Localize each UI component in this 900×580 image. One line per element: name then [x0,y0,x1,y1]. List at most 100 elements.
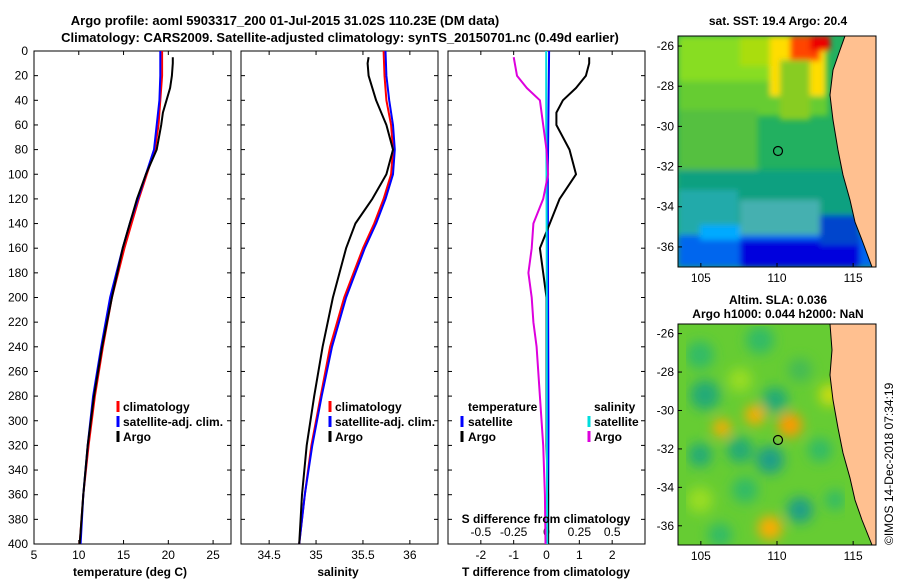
legend-label-sal-satellite: satellite [594,415,639,429]
depth-tick-label: 200 [8,291,28,305]
x-tick-label: 15 [117,548,131,562]
lat-tick-label: -34 [657,480,675,494]
x-tick-label: -2 [475,548,486,562]
legend-heading-temperature: temperature [468,400,538,414]
lat-tick-label: -30 [657,119,675,133]
lat-tick-label: -26 [657,39,675,53]
lat-tick-label: -34 [657,200,675,214]
lat-tick-label: -36 [657,519,675,533]
sst-map-axes: 105 110 115 -26 -28 -30 -32 -34 -36 [657,39,863,285]
salinity-panel-frame [240,50,439,545]
legend-label-argo: Argo [335,430,363,444]
series-line-climatology [78,51,164,545]
sst-map [678,36,876,267]
depth-tick-label: 140 [8,217,28,231]
sla-map [678,324,876,545]
lon-tick-label: 105 [691,549,711,563]
depth-tick-label: 340 [8,463,28,477]
lon-tick-label: 115 [844,549,863,563]
salinity-xlabel: salinity [317,565,359,579]
x-tick-label: 35 [309,548,323,562]
x-tick-label: -1 [508,548,519,562]
lat-tick-label: -32 [657,442,675,456]
depth-tick-label: 280 [8,389,28,403]
temperature-xlabel: temperature (deg C) [73,565,187,579]
depth-tick-label: 100 [8,167,28,181]
series-line-argo [298,57,394,545]
legend-label-sal-argo: Argo [594,430,622,444]
lat-tick-label: -28 [657,79,675,93]
difference-xlabel-top: S difference from climatology [462,512,631,526]
legend-label-temp-argo: Argo [468,430,496,444]
x-tick-label: 34.5 [257,548,281,562]
legend-label-satellite-adj: satellite-adj. clim. [335,415,435,429]
depth-tick-label: 40 [15,93,29,107]
x-tick-label: 1 [576,548,583,562]
salinity-plot: 34.5 35 35.5 36 [241,50,438,562]
x-tick-label: 35.5 [351,548,375,562]
x-tick-label-top: 0.5 [604,525,621,539]
depth-tick-label: 360 [8,488,28,502]
sla-map-title-1: Altim. SLA: 0.036 [729,293,827,307]
depth-tick-label: 80 [15,143,29,157]
lon-tick-label: 110 [767,549,786,563]
lat-tick-label: -36 [657,240,675,254]
title-line-1: Argo profile: aoml 5903317_200 01-Jul-20… [71,13,500,28]
legend-label-climatology: climatology [123,400,190,414]
depth-axis: 0 20 40 60 80 100 120 140 160 180 200 220 240 260 280 3… [8,44,28,551]
difference-legend: temperature satellite Argo salinity sate… [460,400,639,444]
sla-map-title-2: Argo h1000: 0.044 h2000: NaN [692,307,863,321]
depth-tick-label: 180 [8,266,28,280]
argo-location-marker [772,434,784,446]
legend-heading-salinity: salinity [594,400,636,414]
series-line-salinity-satellite [545,51,549,545]
x-tick-label: 5 [31,548,38,562]
depth-tick-label: 400 [8,537,28,551]
lat-tick-label: -26 [657,327,675,341]
lat-tick-label: -30 [657,403,675,417]
depth-tick-label: 240 [8,340,28,354]
depth-tick-label: 0 [21,44,28,58]
temperature-legend: climatology satellite-adj. clim. Argo [116,400,223,444]
x-tick-label: 0 [543,548,550,562]
legend-label-temp-satellite: satellite [468,415,513,429]
lat-tick-label: -28 [657,365,675,379]
temperature-panel-frame [33,50,232,545]
depth-tick-label: 260 [8,364,28,378]
temperature-plot: 5 10 15 20 25 [31,50,231,562]
salinity-legend: climatology satellite-adj. clim. Argo [328,400,435,444]
x-tick-label: 10 [72,548,86,562]
series-line-argo [78,57,174,545]
depth-tick-label: 120 [8,192,28,206]
lon-tick-label: 105 [691,271,711,285]
sst-map-title: sat. SST: 19.4 Argo: 20.4 [709,14,848,28]
legend-label-climatology: climatology [335,400,402,414]
argo-location-marker [772,145,784,157]
lat-tick-label: -32 [657,160,675,174]
legend-label-argo: Argo [123,430,151,444]
imos-credit: ©IMOS 14-Dec-2018 07:34:19 [882,382,896,545]
x-tick-label: 25 [206,548,220,562]
x-tick-label-top: -0.5 [470,525,491,539]
title-line-2: Climatology: CARS2009. Satellite-adjuste… [61,30,619,45]
series-line-salinity-argo [512,57,550,545]
depth-tick-label: 380 [8,512,28,526]
depth-tick-label: 300 [8,414,28,428]
sla-map-axes: 105 110 115 -26 -28 -30 -32 -34 -36 [657,327,863,563]
difference-plot: -2 -1 0 1 2-0.5 -0.25 0 0.25 0.5 [448,50,645,562]
depth-tick-label: 160 [8,241,28,255]
lon-tick-label: 115 [844,271,863,285]
series-line-satellite-adj-clim [79,51,162,545]
x-tick-label-top: -0.25 [500,525,528,539]
legend-label-satellite-adj: satellite-adj. clim. [123,415,223,429]
series-line-temperature-satellite [546,50,551,545]
lon-tick-label: 110 [767,271,786,285]
depth-tick-label: 320 [8,438,28,452]
x-tick-label: 36 [403,548,417,562]
depth-tick-label: 60 [15,118,29,132]
depth-tick-label: 20 [15,69,29,83]
series-line-satellite-adj-clim [298,50,396,545]
difference-xlabel: T difference from climatology [462,565,630,579]
depth-tick-label: 220 [8,315,28,329]
